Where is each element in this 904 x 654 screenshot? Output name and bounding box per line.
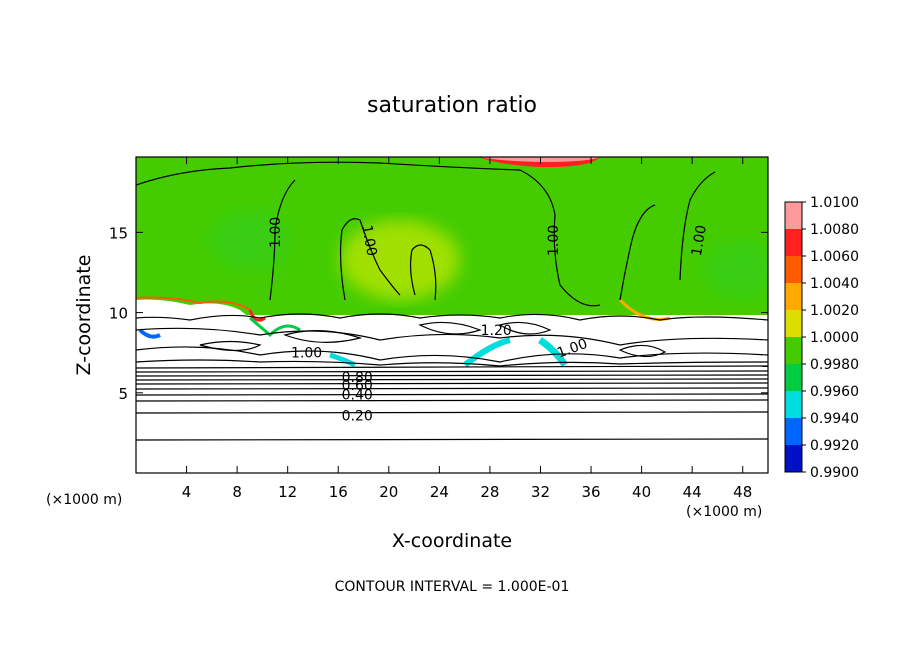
contour-line bbox=[136, 399, 768, 402]
colorbar-segment bbox=[785, 418, 802, 445]
y-tick-label: 10 bbox=[109, 305, 128, 323]
x-tick-label: 28 bbox=[480, 483, 499, 501]
contour-line bbox=[418, 321, 482, 335]
colorbar-segment bbox=[785, 283, 802, 310]
x-tick-label: 48 bbox=[733, 483, 752, 501]
colorbar-segment bbox=[785, 337, 802, 364]
supersat-patch bbox=[340, 220, 460, 300]
contour-line bbox=[136, 161, 601, 307]
contour-interval-note: CONTOUR INTERVAL = 1.000E-01 bbox=[335, 579, 570, 595]
contour-line bbox=[136, 374, 768, 377]
contour-line bbox=[269, 179, 296, 301]
contour-label: 1.00 bbox=[358, 224, 379, 257]
contour-line bbox=[136, 313, 768, 321]
contour-line bbox=[136, 370, 768, 373]
x-tick-label: 8 bbox=[232, 483, 242, 501]
colorbar-segment bbox=[785, 256, 802, 283]
contour-line bbox=[136, 438, 768, 441]
contour-line bbox=[409, 244, 437, 301]
contour-label: 1.00 bbox=[268, 217, 284, 248]
x-tick-label: 16 bbox=[329, 483, 348, 501]
contour-line bbox=[136, 365, 768, 369]
colorbar-label: 1.0020 bbox=[810, 303, 859, 319]
x-axis: 4 8 12 16 20 24 28 32 36 40 44 48 bbox=[182, 157, 752, 501]
contour-line bbox=[498, 321, 552, 335]
colorbar-label: 0.9920 bbox=[810, 438, 859, 454]
contour-line bbox=[619, 204, 656, 301]
x-tick-label: 20 bbox=[379, 483, 398, 501]
contour-label: 1.00 bbox=[546, 225, 562, 256]
colorbar-segment bbox=[785, 391, 802, 418]
contour-line bbox=[339, 218, 401, 301]
x-unit-label-right: (×1000 m) bbox=[686, 504, 762, 520]
colorbar-label: 1.0100 bbox=[810, 195, 859, 211]
green-patch-2 bbox=[705, 240, 768, 300]
contour-line bbox=[136, 393, 768, 396]
x-tick-label: 32 bbox=[531, 483, 550, 501]
y-axis: 5 10 15 bbox=[109, 224, 768, 403]
y-tick-label: 15 bbox=[109, 224, 128, 242]
contour-lines bbox=[136, 161, 768, 441]
colorbar-label: 1.0060 bbox=[810, 249, 859, 265]
colorbar-label: 0.9960 bbox=[810, 384, 859, 400]
colorbar-segment bbox=[785, 445, 802, 472]
x-tick-label: 40 bbox=[632, 483, 651, 501]
x-tick-label: 36 bbox=[581, 483, 600, 501]
colorbar: 1.0100 1.0080 1.0060 1.0040 1.0020 1.0000 0.99… bbox=[784, 195, 859, 481]
contour-line bbox=[136, 378, 768, 381]
colorbar-segment bbox=[785, 202, 802, 229]
x-tick-label: 24 bbox=[430, 483, 449, 501]
contour-label: 0.20 bbox=[342, 408, 373, 424]
contour-label: 1.00 bbox=[291, 346, 322, 362]
y-axis-title: Z-coordinate bbox=[73, 255, 95, 376]
x-tick-label: 44 bbox=[683, 483, 702, 501]
contour-line bbox=[136, 387, 768, 390]
colorbar-label: 0.9940 bbox=[810, 411, 859, 427]
colorbar-label: 0.9900 bbox=[810, 465, 859, 481]
plot-frame bbox=[135, 156, 769, 474]
contour-label: 1.20 bbox=[481, 323, 512, 339]
contour-line bbox=[679, 171, 716, 281]
colorbar-label: 1.0040 bbox=[810, 276, 859, 292]
colorbar-label: 0.9980 bbox=[810, 357, 859, 373]
contour-line bbox=[618, 344, 667, 358]
contour-line bbox=[136, 327, 768, 346]
contour-label: 0.60 bbox=[342, 378, 373, 394]
contour-line bbox=[283, 330, 363, 343]
contour-line bbox=[136, 382, 768, 385]
chart-title: saturation ratio bbox=[367, 93, 537, 118]
green-patch-1 bbox=[210, 210, 290, 270]
colorbar-label: 1.0000 bbox=[810, 330, 859, 346]
contour-line bbox=[199, 340, 262, 352]
x-tick-label: 12 bbox=[278, 483, 297, 501]
contour-line bbox=[136, 359, 768, 367]
colorbar-segment bbox=[785, 310, 802, 337]
contour-label: 0.40 bbox=[342, 387, 373, 403]
x-axis-title: X-coordinate bbox=[392, 530, 512, 552]
contour-line bbox=[136, 411, 768, 414]
contour-label: 1.00 bbox=[689, 224, 710, 257]
colorbar-segment bbox=[785, 364, 802, 391]
x-tick-label: 4 bbox=[182, 483, 192, 501]
colorbar-segment bbox=[785, 229, 802, 256]
y-tick-label: 5 bbox=[118, 385, 128, 403]
colorbar-label: 1.0080 bbox=[810, 222, 859, 238]
x-unit-label-left: (×1000 m) bbox=[46, 492, 122, 508]
contour-label: 0.80 bbox=[342, 370, 373, 386]
